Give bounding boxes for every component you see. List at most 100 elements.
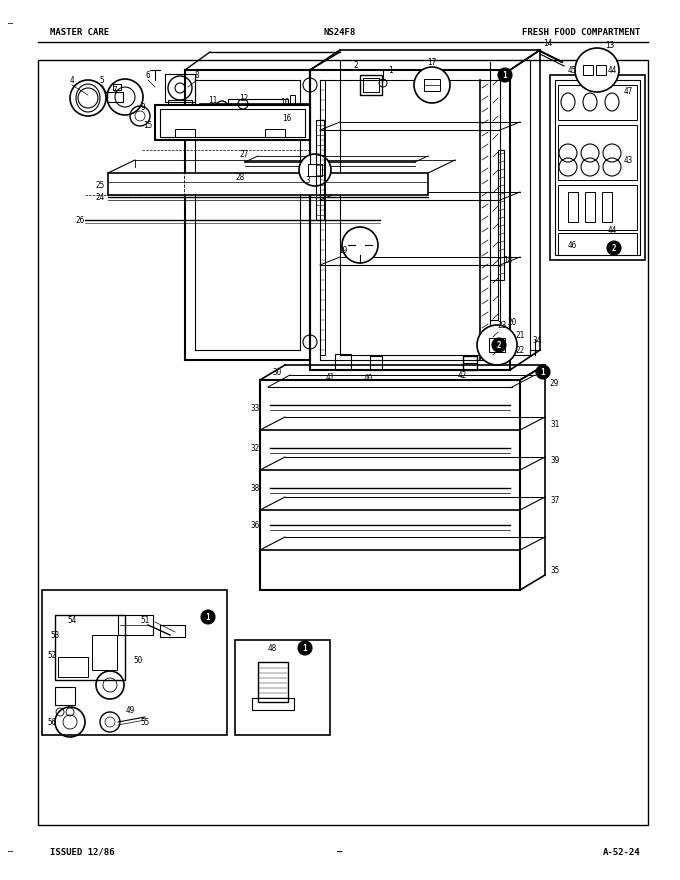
Text: 2: 2: [354, 61, 358, 70]
Bar: [108, 173, 428, 195]
Text: 49: 49: [125, 706, 135, 715]
Text: 35: 35: [550, 566, 560, 575]
Bar: [585, 192, 595, 222]
Bar: [252, 698, 294, 710]
Text: FRESH FOOD COMPARTMENT: FRESH FOOD COMPARTMENT: [522, 27, 640, 36]
Text: 1: 1: [388, 65, 392, 75]
Text: 31: 31: [550, 420, 560, 429]
Text: 8: 8: [194, 70, 199, 79]
Bar: [92, 635, 117, 670]
Text: 16: 16: [282, 114, 292, 122]
Text: 4: 4: [69, 76, 74, 84]
Bar: [335, 354, 351, 370]
Bar: [58, 657, 88, 677]
Bar: [489, 338, 505, 352]
Text: 2: 2: [612, 244, 616, 253]
Bar: [160, 109, 305, 137]
Text: 46: 46: [567, 240, 577, 250]
Text: 39: 39: [550, 456, 560, 465]
Bar: [55, 615, 125, 680]
Bar: [558, 125, 637, 180]
Bar: [558, 85, 637, 120]
Text: 21: 21: [515, 331, 525, 340]
Text: 52: 52: [48, 650, 56, 659]
Circle shape: [607, 241, 621, 255]
Text: 44: 44: [607, 65, 617, 75]
Text: 56: 56: [48, 717, 56, 727]
Bar: [290, 95, 295, 107]
Bar: [113, 84, 121, 90]
Text: 48: 48: [267, 643, 277, 652]
Circle shape: [536, 365, 550, 379]
Bar: [265, 129, 285, 137]
Text: ISSUED 12/86: ISSUED 12/86: [50, 847, 114, 856]
Text: 44: 44: [607, 225, 617, 234]
Text: 37: 37: [550, 495, 560, 504]
Bar: [168, 100, 192, 105]
Text: 40: 40: [363, 373, 373, 383]
Text: 17: 17: [427, 57, 437, 67]
Bar: [596, 65, 606, 75]
Text: MASTER CARE: MASTER CARE: [50, 27, 109, 36]
Text: 51: 51: [140, 615, 150, 625]
Bar: [118, 615, 153, 635]
Text: 5: 5: [100, 76, 104, 84]
Bar: [308, 164, 322, 176]
Bar: [175, 129, 195, 137]
Bar: [583, 65, 593, 75]
Circle shape: [299, 154, 331, 186]
Bar: [555, 80, 640, 255]
Circle shape: [201, 610, 215, 624]
Text: NS24F8: NS24F8: [324, 27, 356, 36]
Circle shape: [414, 67, 450, 103]
Text: 10: 10: [280, 98, 290, 106]
Bar: [316, 120, 324, 220]
Bar: [363, 78, 379, 92]
Text: 23: 23: [497, 320, 507, 329]
Text: 50: 50: [133, 656, 143, 664]
Bar: [558, 233, 637, 255]
Text: –: –: [337, 847, 343, 856]
Text: 38: 38: [250, 483, 260, 493]
Text: 29: 29: [549, 378, 559, 387]
Text: 1: 1: [503, 70, 507, 79]
Text: 28: 28: [235, 172, 245, 181]
Text: 13: 13: [605, 40, 615, 49]
Text: 54: 54: [67, 615, 77, 625]
Bar: [258, 662, 288, 702]
Bar: [165, 74, 195, 102]
Text: 36: 36: [250, 520, 260, 530]
Bar: [550, 75, 645, 260]
Bar: [498, 150, 504, 280]
Text: 43: 43: [624, 156, 632, 165]
Bar: [155, 105, 310, 140]
Text: 12: 12: [239, 93, 249, 102]
Bar: [463, 356, 477, 370]
Text: 22: 22: [515, 346, 525, 355]
Bar: [602, 192, 612, 222]
Text: 55: 55: [140, 717, 150, 727]
Text: 6: 6: [146, 70, 150, 79]
Text: 45: 45: [567, 65, 577, 75]
Text: 53: 53: [50, 630, 60, 640]
Bar: [228, 99, 288, 107]
Bar: [320, 80, 325, 355]
Bar: [107, 92, 123, 102]
Bar: [38, 60, 648, 825]
Bar: [360, 75, 382, 95]
Circle shape: [342, 227, 378, 263]
Text: –: –: [8, 847, 13, 856]
Text: A-52-24: A-52-24: [602, 847, 640, 856]
Circle shape: [477, 325, 517, 365]
Text: 25: 25: [95, 180, 105, 189]
Text: 2: 2: [496, 341, 501, 349]
Text: 15: 15: [143, 121, 152, 129]
Text: 27: 27: [239, 150, 249, 158]
Bar: [160, 625, 185, 637]
Text: 26: 26: [75, 216, 84, 224]
Bar: [290, 110, 295, 120]
Bar: [42, 590, 227, 735]
Text: 18: 18: [503, 255, 513, 265]
Bar: [235, 640, 330, 735]
Text: 9: 9: [141, 102, 146, 112]
